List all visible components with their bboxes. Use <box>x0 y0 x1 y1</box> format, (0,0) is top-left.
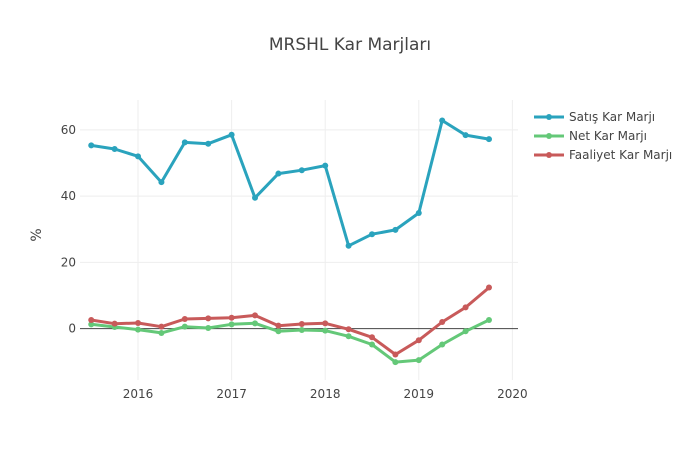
legend-label: Faaliyet Kar Marjı <box>569 148 672 162</box>
data-point[interactable] <box>415 357 422 364</box>
x-axis-ticks: 2016 2017 2018 2019 2020 <box>123 387 528 401</box>
data-point[interactable] <box>158 329 165 336</box>
data-point[interactable] <box>322 320 329 327</box>
legend-label: Satış Kar Marjı <box>569 110 655 124</box>
data-point[interactable] <box>439 341 446 348</box>
y-tick-label: 20 <box>61 255 76 269</box>
data-point[interactable] <box>88 317 95 324</box>
data-point[interactable] <box>485 317 492 324</box>
legend-item[interactable]: Net Kar Marjı <box>534 129 647 143</box>
data-point[interactable] <box>228 321 235 328</box>
x-tick-label: 2018 <box>310 387 341 401</box>
x-tick-label: 2016 <box>123 387 154 401</box>
data-point[interactable] <box>158 323 165 330</box>
data-point[interactable] <box>228 131 235 138</box>
legend-marker <box>546 152 552 158</box>
data-point[interactable] <box>462 304 469 311</box>
data-point[interactable] <box>322 327 329 334</box>
data-point[interactable] <box>205 315 212 322</box>
legend-item[interactable]: Faaliyet Kar Marjı <box>534 148 672 162</box>
y-tick-label: 40 <box>61 189 76 203</box>
data-point[interactable] <box>228 314 235 321</box>
data-point[interactable] <box>485 136 492 143</box>
legend-item[interactable]: Satış Kar Marjı <box>534 110 655 124</box>
data-point[interactable] <box>252 194 259 201</box>
chart-title: MRSHL Kar Marjları <box>269 35 431 55</box>
data-point[interactable] <box>205 324 212 331</box>
series-line <box>91 318 490 364</box>
data-point[interactable] <box>88 321 95 328</box>
data-point[interactable] <box>135 320 142 327</box>
data-point[interactable] <box>135 326 142 333</box>
data-point[interactable] <box>275 322 282 329</box>
data-point[interactable] <box>369 334 375 341</box>
data-point[interactable] <box>322 162 329 169</box>
data-point[interactable] <box>345 242 352 249</box>
y-axis-label: % <box>29 228 45 241</box>
data-point[interactable] <box>298 321 305 327</box>
data-point[interactable] <box>181 316 188 323</box>
data-point[interactable] <box>181 139 188 146</box>
series-3 <box>88 284 492 358</box>
series-line <box>90 119 490 248</box>
data-point[interactable] <box>205 140 212 147</box>
data-point[interactable] <box>298 326 305 333</box>
x-tick-label: 2020 <box>497 387 528 401</box>
legend-marker <box>546 114 552 120</box>
data-point[interactable] <box>252 320 259 327</box>
x-gridlines <box>137 100 513 380</box>
data-point[interactable] <box>135 153 142 160</box>
data-point[interactable] <box>369 231 375 238</box>
data-point[interactable] <box>415 337 422 344</box>
data-point[interactable] <box>111 320 118 327</box>
data-point[interactable] <box>88 142 95 149</box>
x-tick-label: 2019 <box>404 387 435 401</box>
y-axis-ticks: 0 20 40 60 <box>61 123 76 336</box>
legend-label: Net Kar Marjı <box>569 129 647 143</box>
data-point[interactable] <box>485 284 492 291</box>
data-point[interactable] <box>275 170 282 177</box>
series-1 <box>88 117 492 249</box>
y-tick-label: 60 <box>61 123 76 137</box>
x-tick-label: 2017 <box>216 387 247 401</box>
data-point[interactable] <box>345 333 352 340</box>
data-point[interactable] <box>462 328 469 335</box>
data-point[interactable] <box>252 312 259 319</box>
data-point[interactable] <box>462 132 469 139</box>
data-point[interactable] <box>415 209 422 216</box>
data-point[interactable] <box>181 323 188 330</box>
data-point[interactable] <box>298 167 305 174</box>
data-point[interactable] <box>392 226 399 233</box>
series-group <box>88 117 492 366</box>
data-point[interactable] <box>439 117 446 124</box>
y-tick-label: 0 <box>68 322 76 336</box>
legend-marker <box>546 133 552 139</box>
data-point[interactable] <box>345 326 352 333</box>
data-point[interactable] <box>158 179 165 186</box>
data-point[interactable] <box>392 351 399 358</box>
data-point[interactable] <box>275 328 282 335</box>
data-point[interactable] <box>111 146 118 153</box>
data-point[interactable] <box>439 319 446 326</box>
y-gridlines <box>80 129 518 263</box>
data-point[interactable] <box>369 341 375 348</box>
legend[interactable]: Satış Kar Marjı Net Kar Marjı Faaliyet Kar… <box>534 110 672 162</box>
data-point[interactable] <box>392 359 399 366</box>
series-line <box>90 286 490 356</box>
